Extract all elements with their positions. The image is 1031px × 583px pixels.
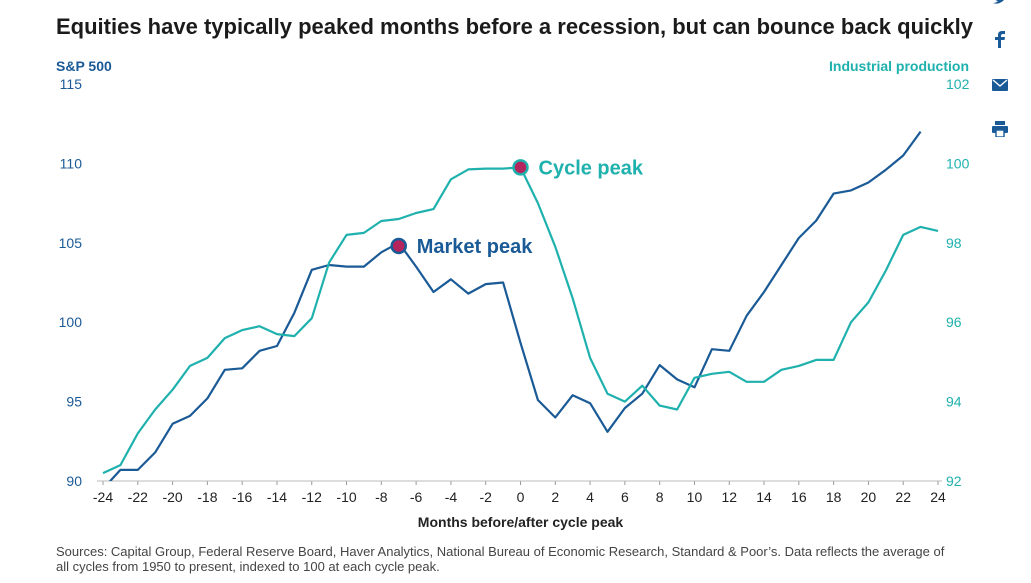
x-tick-label: -16: [232, 489, 252, 505]
x-tick-label: -20: [162, 489, 182, 505]
x-tick-label: -18: [197, 489, 217, 505]
x-tick-label: -10: [336, 489, 356, 505]
x-tick-label: 16: [791, 489, 807, 505]
y-left-tick-label: 105: [59, 235, 83, 251]
x-tick-label: 20: [861, 489, 877, 505]
x-tick-label: 6: [621, 489, 629, 505]
industrial-production-line: [102, 166, 939, 475]
x-tick-label: 18: [826, 489, 842, 505]
x-tick-label: -2: [479, 489, 492, 505]
x-tick-label: 10: [687, 489, 703, 505]
y-right-tick-label: 92: [946, 473, 962, 489]
left-axis-label: S&P 500: [56, 58, 112, 74]
y-right-tick-label: 96: [946, 314, 962, 330]
market-peak-label: Market peak: [417, 236, 533, 258]
y-left-tick-label: 95: [66, 394, 82, 410]
cycle-peak-marker: [512, 159, 529, 176]
cycle-peak-label: Cycle peak: [539, 157, 644, 179]
x-tick-label: -14: [267, 489, 287, 505]
email-icon[interactable]: [990, 78, 1010, 96]
facebook-icon[interactable]: [990, 30, 1010, 53]
y-right-tick-label: 102: [946, 76, 970, 92]
y-right-tick-label: 98: [946, 235, 962, 251]
x-tick-label: 0: [517, 489, 525, 505]
x-tick-label: 4: [586, 489, 594, 505]
x-tick-label: -12: [302, 489, 322, 505]
right-axis-label: Industrial production: [829, 58, 969, 74]
sources-note: Sources: Capital Group, Federal Reserve …: [56, 544, 945, 574]
y-left-tick-label: 115: [60, 76, 83, 92]
y-right-tick-label: 94: [946, 394, 962, 410]
y-left-tick-label: 100: [59, 314, 83, 330]
x-tick-label: 14: [756, 489, 772, 505]
chart-title: Equities have typically peaked months be…: [56, 14, 973, 39]
x-tick-label: 2: [551, 489, 559, 505]
y-right-tick-label: 100: [946, 155, 970, 171]
print-icon[interactable]: [990, 121, 1010, 142]
x-tick-label: -24: [93, 489, 113, 505]
sp500-line: [108, 130, 922, 481]
x-tick-label: 12: [721, 489, 737, 505]
x-tick-label: -22: [128, 489, 148, 505]
x-axis-title: Months before/after cycle peak: [418, 514, 624, 530]
x-tick-label: 8: [656, 489, 664, 505]
x-tick-label: 22: [895, 489, 911, 505]
x-tick-label: -8: [375, 489, 388, 505]
y-left-tick-label: 90: [66, 473, 82, 489]
x-tick-label: -6: [410, 489, 423, 505]
y-left-tick-label: 110: [60, 155, 83, 171]
market-peak-marker: [390, 237, 407, 255]
x-tick-label: 24: [930, 489, 946, 505]
x-tick-label: -4: [445, 489, 458, 505]
twitter-icon[interactable]: [990, 0, 1010, 11]
